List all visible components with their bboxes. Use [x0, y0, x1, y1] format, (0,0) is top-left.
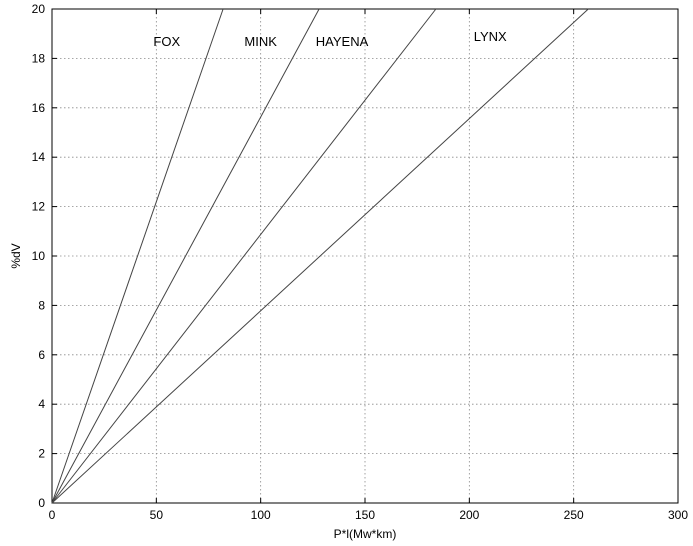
- y-tick-label: 0: [38, 496, 45, 510]
- y-tick-label: 10: [32, 249, 46, 263]
- x-axis-label: P*l(Mw*km): [334, 527, 397, 541]
- series-line-lynx: [51, 8, 589, 504]
- y-tick-label: 14: [32, 150, 46, 164]
- x-tick-label: 300: [668, 508, 688, 522]
- y-tick-label: 12: [32, 200, 46, 214]
- y-tick-label: 4: [38, 397, 45, 411]
- y-tick-label: 18: [32, 51, 46, 65]
- y-tick-label: 6: [38, 348, 45, 362]
- series-label-hayena: HAYENA: [316, 34, 369, 49]
- x-tick-label: 0: [49, 508, 56, 522]
- x-tick-label: 50: [150, 508, 164, 522]
- series-labels: FOX MINK HAYENA LYNX: [153, 29, 507, 49]
- x-tick-label: 150: [355, 508, 375, 522]
- y-tick-label: 8: [38, 298, 45, 312]
- series-line-hayena: [51, 8, 437, 504]
- y-tick-label: 20: [32, 2, 46, 16]
- series-lines: [51, 8, 589, 504]
- axis-ticks: 0 50 100 150 200 250 300 0 2 4 6 8 10 12 14 16 18 20: [32, 2, 689, 522]
- series-label-lynx: LYNX: [474, 29, 507, 44]
- series-label-mink: MINK: [244, 34, 277, 49]
- grid: [52, 9, 678, 503]
- x-tick-label: 200: [459, 508, 479, 522]
- x-tick-label: 100: [251, 508, 271, 522]
- y-axis-label: %dV: [9, 243, 23, 268]
- series-line-mink: [51, 8, 320, 504]
- series-label-fox: FOX: [153, 34, 180, 49]
- x-tick-label: 250: [564, 508, 584, 522]
- series-line-fox: [51, 8, 224, 504]
- y-tick-label: 16: [32, 101, 46, 115]
- y-tick-label: 2: [38, 447, 45, 461]
